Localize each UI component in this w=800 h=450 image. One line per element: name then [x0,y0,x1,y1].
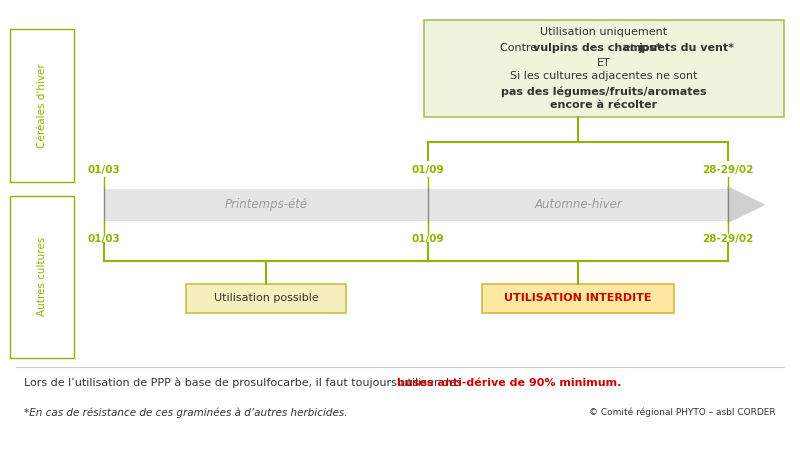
Text: 01/03: 01/03 [88,234,120,244]
Polygon shape [728,187,764,222]
Text: 28-29/02: 28-29/02 [702,165,754,175]
Text: 01/09: 01/09 [412,234,444,244]
Text: Automne-hiver: Automne-hiver [534,198,622,211]
Text: Printemps-été: Printemps-été [225,198,307,211]
Text: jouets du vent*: jouets du vent* [638,43,734,53]
Text: 01/09: 01/09 [412,165,444,175]
Text: et: et [620,43,638,53]
FancyBboxPatch shape [186,284,346,313]
Text: 01/03: 01/03 [88,165,120,175]
Text: buses anti-dérive de 90% minimum.: buses anti-dérive de 90% minimum. [397,378,622,388]
Text: © Comité régional PHYTO – asbl CORDER: © Comité régional PHYTO – asbl CORDER [590,407,776,417]
Text: UTILISATION INTERDITE: UTILISATION INTERDITE [504,293,652,303]
Text: Contre: Contre [501,43,542,53]
Text: Lors de l’utilisation de PPP à base de prosulfocarbe, il faut toujours utiliser : Lors de l’utilisation de PPP à base de p… [24,378,466,388]
Text: pas des légumes/fruits/aromates: pas des légumes/fruits/aromates [501,86,707,97]
Text: Si les cultures adjacentes ne sont: Si les cultures adjacentes ne sont [510,71,698,81]
Text: Céréales d'hiver: Céréales d'hiver [37,63,46,148]
Text: ET: ET [597,58,611,68]
FancyBboxPatch shape [482,284,674,313]
Text: *En cas de résistance de ces graminées à d’autres herbicides.: *En cas de résistance de ces graminées à… [24,407,347,418]
FancyBboxPatch shape [10,196,74,358]
Text: vulpins des champs*: vulpins des champs* [533,43,662,53]
Text: Utilisation possible: Utilisation possible [214,293,318,303]
FancyBboxPatch shape [104,189,728,221]
Text: 28-29/02: 28-29/02 [702,234,754,244]
FancyBboxPatch shape [424,20,784,117]
FancyBboxPatch shape [10,29,74,182]
Text: Utilisation uniquement: Utilisation uniquement [541,27,667,37]
Text: encore à récolter: encore à récolter [550,100,658,110]
Text: Autres cultures: Autres cultures [37,237,46,316]
